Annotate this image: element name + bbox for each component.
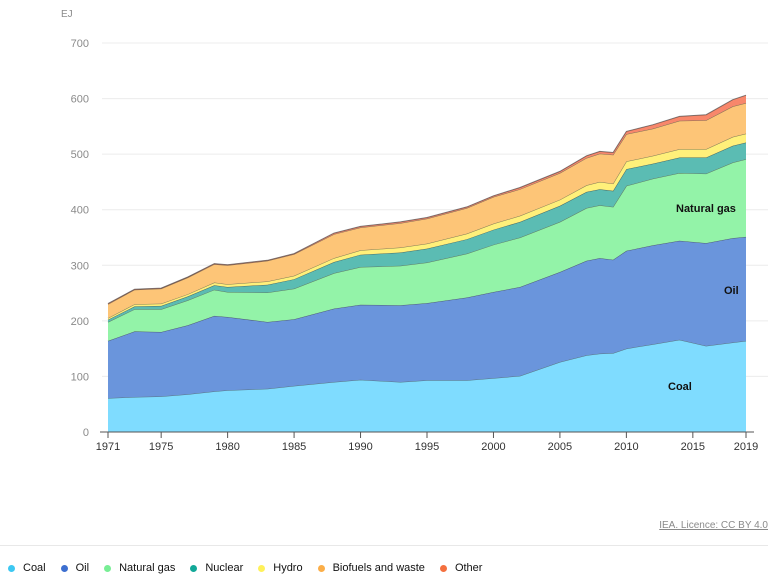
y-tick-label: 100 bbox=[71, 371, 89, 383]
annotation-oil: Oil bbox=[724, 285, 739, 297]
legend-label: Other bbox=[454, 562, 483, 574]
legend-label: Natural gas bbox=[119, 562, 176, 574]
legend-dot-icon bbox=[8, 564, 15, 572]
area-coal[interactable] bbox=[108, 339, 746, 432]
legend-item-oil[interactable]: Oil bbox=[60, 562, 90, 574]
x-axis: 1971 1975 1980 1985 1990 1995 2000 2005 2010 2015… bbox=[96, 431, 758, 453]
x-tick-label: 2000 bbox=[481, 441, 505, 453]
area-nuclear[interactable] bbox=[108, 142, 746, 323]
y-tick-label: 0 bbox=[83, 427, 89, 439]
legend-label: Oil bbox=[75, 562, 90, 574]
credit-link[interactable]: IEA. Licence: CC BY 4.0 bbox=[659, 520, 768, 531]
legend-label: Hydro bbox=[273, 562, 303, 574]
x-tick-label: 2015 bbox=[681, 441, 705, 453]
y-tick-label: 600 bbox=[71, 94, 89, 106]
x-tick-label: 1980 bbox=[215, 441, 239, 453]
legend-dot-icon bbox=[104, 564, 112, 572]
x-tick-label: 2019 bbox=[734, 441, 758, 453]
y-tick-label: 400 bbox=[71, 205, 89, 217]
x-tick-label: 1975 bbox=[149, 441, 173, 453]
legend-dot-icon bbox=[439, 564, 447, 572]
legend-item-hydro[interactable]: Hydro bbox=[258, 562, 303, 574]
y-tick-label: 300 bbox=[71, 260, 89, 272]
area-biofuels-and-waste[interactable] bbox=[108, 103, 746, 319]
legend-dot-icon bbox=[258, 564, 266, 572]
y-tick-labels: 0 100 200 300 400 500 600 700 bbox=[71, 38, 89, 439]
x-tick-label: 2005 bbox=[548, 441, 572, 453]
x-tick-label: 1995 bbox=[415, 441, 439, 453]
divider bbox=[0, 545, 768, 546]
legend-item-other[interactable]: Other bbox=[439, 562, 483, 574]
legend-item-coal[interactable]: Coal bbox=[8, 562, 46, 574]
legend-dot-icon bbox=[317, 564, 325, 572]
y-tick-label: 500 bbox=[71, 149, 89, 161]
area-natural-gas[interactable] bbox=[108, 159, 746, 341]
legend-item-biofuels-and-waste[interactable]: Biofuels and waste bbox=[317, 562, 425, 574]
legend-item-nuclear[interactable]: Nuclear bbox=[190, 562, 243, 574]
y-axis-unit-label: EJ bbox=[61, 9, 73, 20]
area-edge-other bbox=[107, 94, 747, 305]
legend-label: Biofuels and waste bbox=[332, 562, 425, 574]
annotation-natural-gas: Natural gas bbox=[676, 203, 736, 215]
legend-dot-icon bbox=[60, 564, 68, 572]
legend: Coal Oil Natural gas Nuclear Hydro Biofuels a… bbox=[8, 562, 497, 574]
legend-label: Nuclear bbox=[205, 562, 244, 574]
y-tick-label: 700 bbox=[71, 38, 89, 50]
x-tick-label: 1990 bbox=[348, 441, 372, 453]
area-oil[interactable] bbox=[108, 236, 746, 399]
x-tick-label: 1985 bbox=[282, 441, 306, 453]
annotation-coal: Coal bbox=[668, 381, 692, 393]
legend-item-natural-gas[interactable]: Natural gas bbox=[104, 562, 175, 574]
x-tick-label: 2010 bbox=[614, 441, 638, 453]
legend-label: Coal bbox=[23, 562, 46, 574]
y-tick-label: 200 bbox=[71, 316, 89, 328]
legend-dot-icon bbox=[190, 564, 198, 572]
area-hydro[interactable] bbox=[108, 133, 746, 320]
stacked-areas bbox=[107, 94, 747, 432]
x-tick-label: 1971 bbox=[96, 441, 120, 453]
